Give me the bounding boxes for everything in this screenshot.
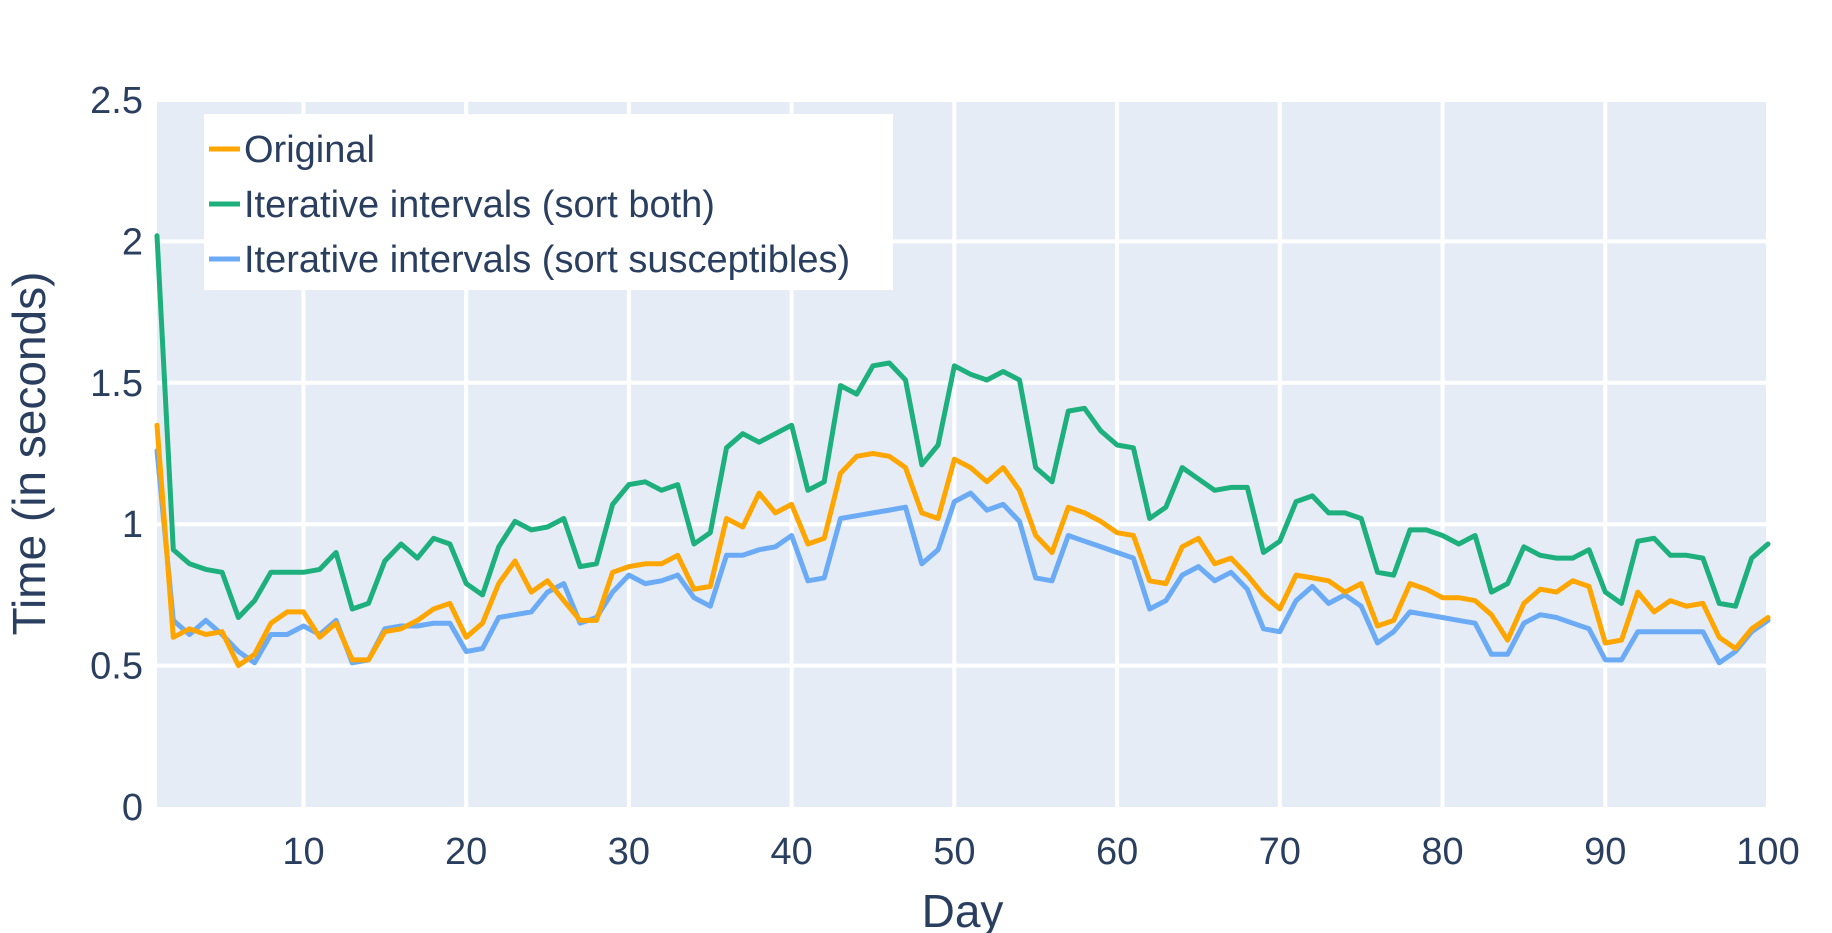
x-tick-label: 20 bbox=[445, 831, 487, 873]
x-tick-label: 100 bbox=[1736, 831, 1799, 873]
x-tick-label: 30 bbox=[608, 831, 650, 873]
legend-label-0: Original bbox=[244, 129, 375, 171]
x-tick-label: 40 bbox=[770, 831, 812, 873]
series-lines bbox=[154, 233, 1771, 669]
x-axis-title: Day bbox=[922, 885, 1004, 933]
x-tick-label: 90 bbox=[1584, 831, 1626, 873]
y-tick-label: 1 bbox=[122, 504, 143, 546]
y-tick-label: 1.5 bbox=[90, 363, 143, 405]
legend: Original Iterative intervals (sort both) I… bbox=[204, 114, 893, 290]
x-tick-label: 50 bbox=[933, 831, 975, 873]
y-axis-title: Time (in seconds) bbox=[3, 272, 55, 636]
x-tick-labels: 10 20 30 40 50 60 70 80 90 100 bbox=[282, 831, 1799, 873]
series-line-1 bbox=[154, 233, 1771, 620]
y-tick-label: 0.5 bbox=[90, 646, 143, 688]
y-tick-label: 2 bbox=[122, 221, 143, 263]
x-tick-label: 70 bbox=[1259, 831, 1301, 873]
x-tick-label: 60 bbox=[1096, 831, 1138, 873]
y-tick-label: 2.5 bbox=[90, 80, 143, 122]
x-tick-label: 80 bbox=[1421, 831, 1463, 873]
y-tick-labels: 0 0.5 1 1.5 2 2.5 bbox=[90, 80, 143, 829]
x-tick-label: 10 bbox=[282, 831, 324, 873]
legend-label-2: Iterative intervals (sort susceptibles) bbox=[244, 239, 850, 281]
legend-background bbox=[204, 114, 893, 290]
y-tick-label: 0 bbox=[122, 787, 143, 829]
series-line-0 bbox=[154, 422, 1771, 669]
legend-label-1: Iterative intervals (sort both) bbox=[244, 184, 715, 226]
series-line-2 bbox=[154, 448, 1771, 666]
